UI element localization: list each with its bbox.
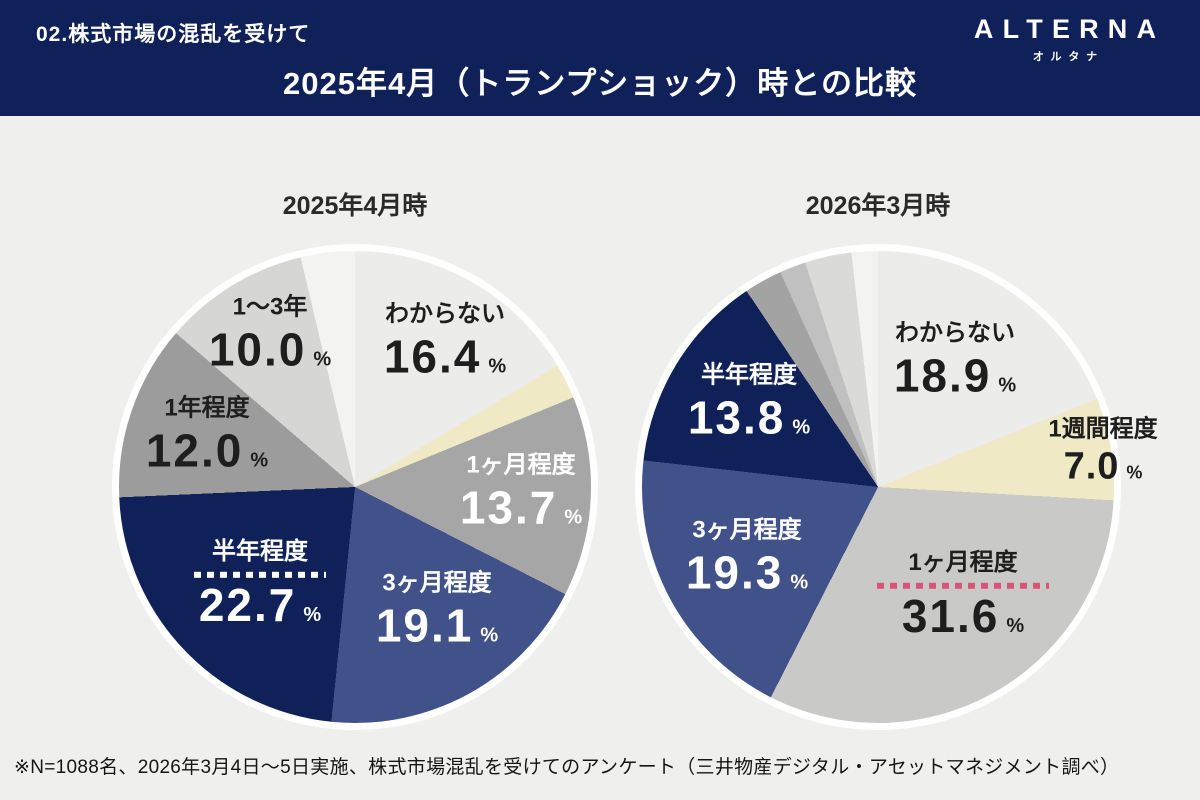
chart-title-2025-04: 2025年4月時 [282, 192, 428, 220]
pie-2026-03 [635, 244, 1121, 730]
value-3kagetsu: 19.1 [375, 599, 474, 652]
emphasis-dotted-underline [877, 582, 1049, 589]
percent-sign: % [303, 603, 322, 626]
percent-sign: % [790, 571, 809, 594]
logo-subtext: オルタナ [1032, 51, 1104, 63]
pie-label-hantoshi: 半年程度 22.7 % [194, 538, 326, 630]
percent-sign: % [1126, 462, 1143, 483]
pie-label-1kagetsu: 1ヶ月程度 13.7 % [459, 451, 583, 534]
page-title: 2025年4月（トランプショック）時との比較 [283, 66, 917, 101]
pie-2025-04 [112, 244, 598, 730]
percent-sign: % [488, 355, 507, 378]
value-3kagetsu: 19.3 [685, 546, 784, 599]
value-1shukan: 7.0 [1063, 445, 1120, 488]
alterna-logo: ALTERNA オルタナ [974, 14, 1156, 64]
pie-label-1nen: 1年程度 12.0 % [145, 394, 269, 477]
percent-sign: % [998, 374, 1017, 397]
pie-label-3kagetsu: 3ヶ月程度 19.1 % [375, 569, 499, 652]
pie-label-1-3nen: 1〜3年 10.0 % [208, 293, 332, 376]
percent-sign: % [480, 624, 499, 647]
pie-label-1shukan: 1週間程度 7.0 % [1048, 415, 1158, 488]
percent-sign: % [250, 449, 269, 472]
section-kicker: 02.株式市場の混乱を受けて [36, 23, 311, 46]
value-1kagetsu: 13.7 [459, 481, 558, 534]
value-wakaranai: 18.9 [893, 349, 992, 402]
chart-title-2026-03: 2026年3月時 [805, 192, 951, 220]
logo-wordmark: ALTERNA [973, 14, 1166, 44]
value-1nen: 12.0 [145, 424, 244, 477]
value-hantoshi: 13.8 [687, 391, 786, 444]
value-hantoshi: 22.7 [198, 578, 297, 631]
percent-sign: % [564, 506, 583, 529]
pie-label-3kagetsu: 3ヶ月程度 19.3 % [685, 516, 809, 599]
pie-label-hantoshi: 半年程度 13.8 % [687, 361, 811, 444]
value-1kagetsu: 31.6 [901, 589, 1000, 642]
emphasis-dotted-underline [194, 571, 326, 578]
value-1-3nen: 10.0 [208, 323, 307, 376]
percent-sign: % [792, 416, 811, 439]
pie-chart-2026-03: わからない 18.9 % 1週間程度 7.0 % 1ヶ月程度 31.6 % 3ヶ… [635, 244, 1158, 730]
pie-chart-2025-04: わからない 16.4 % 1〜3年 10.0 % 1年程度 12.0 % 1ヶ月… [112, 244, 598, 730]
survey-footnote: ※N=1088名、2026年3月4日〜5日実施、株式市場混乱を受けてのアンケート… [14, 757, 1120, 778]
pie-label-wakaranai: わからない 16.4 % [383, 300, 507, 383]
header-bar: 02.株式市場の混乱を受けて 2025年4月（トランプショック）時との比較 AL… [0, 0, 1200, 116]
pie-label-wakaranai: わからない 18.9 % [893, 319, 1017, 402]
pie-label-1kagetsu: 1ヶ月程度 31.6 % [877, 549, 1049, 641]
percent-sign: % [1006, 614, 1025, 637]
percent-sign: % [313, 348, 332, 371]
value-wakaranai: 16.4 [383, 330, 482, 383]
